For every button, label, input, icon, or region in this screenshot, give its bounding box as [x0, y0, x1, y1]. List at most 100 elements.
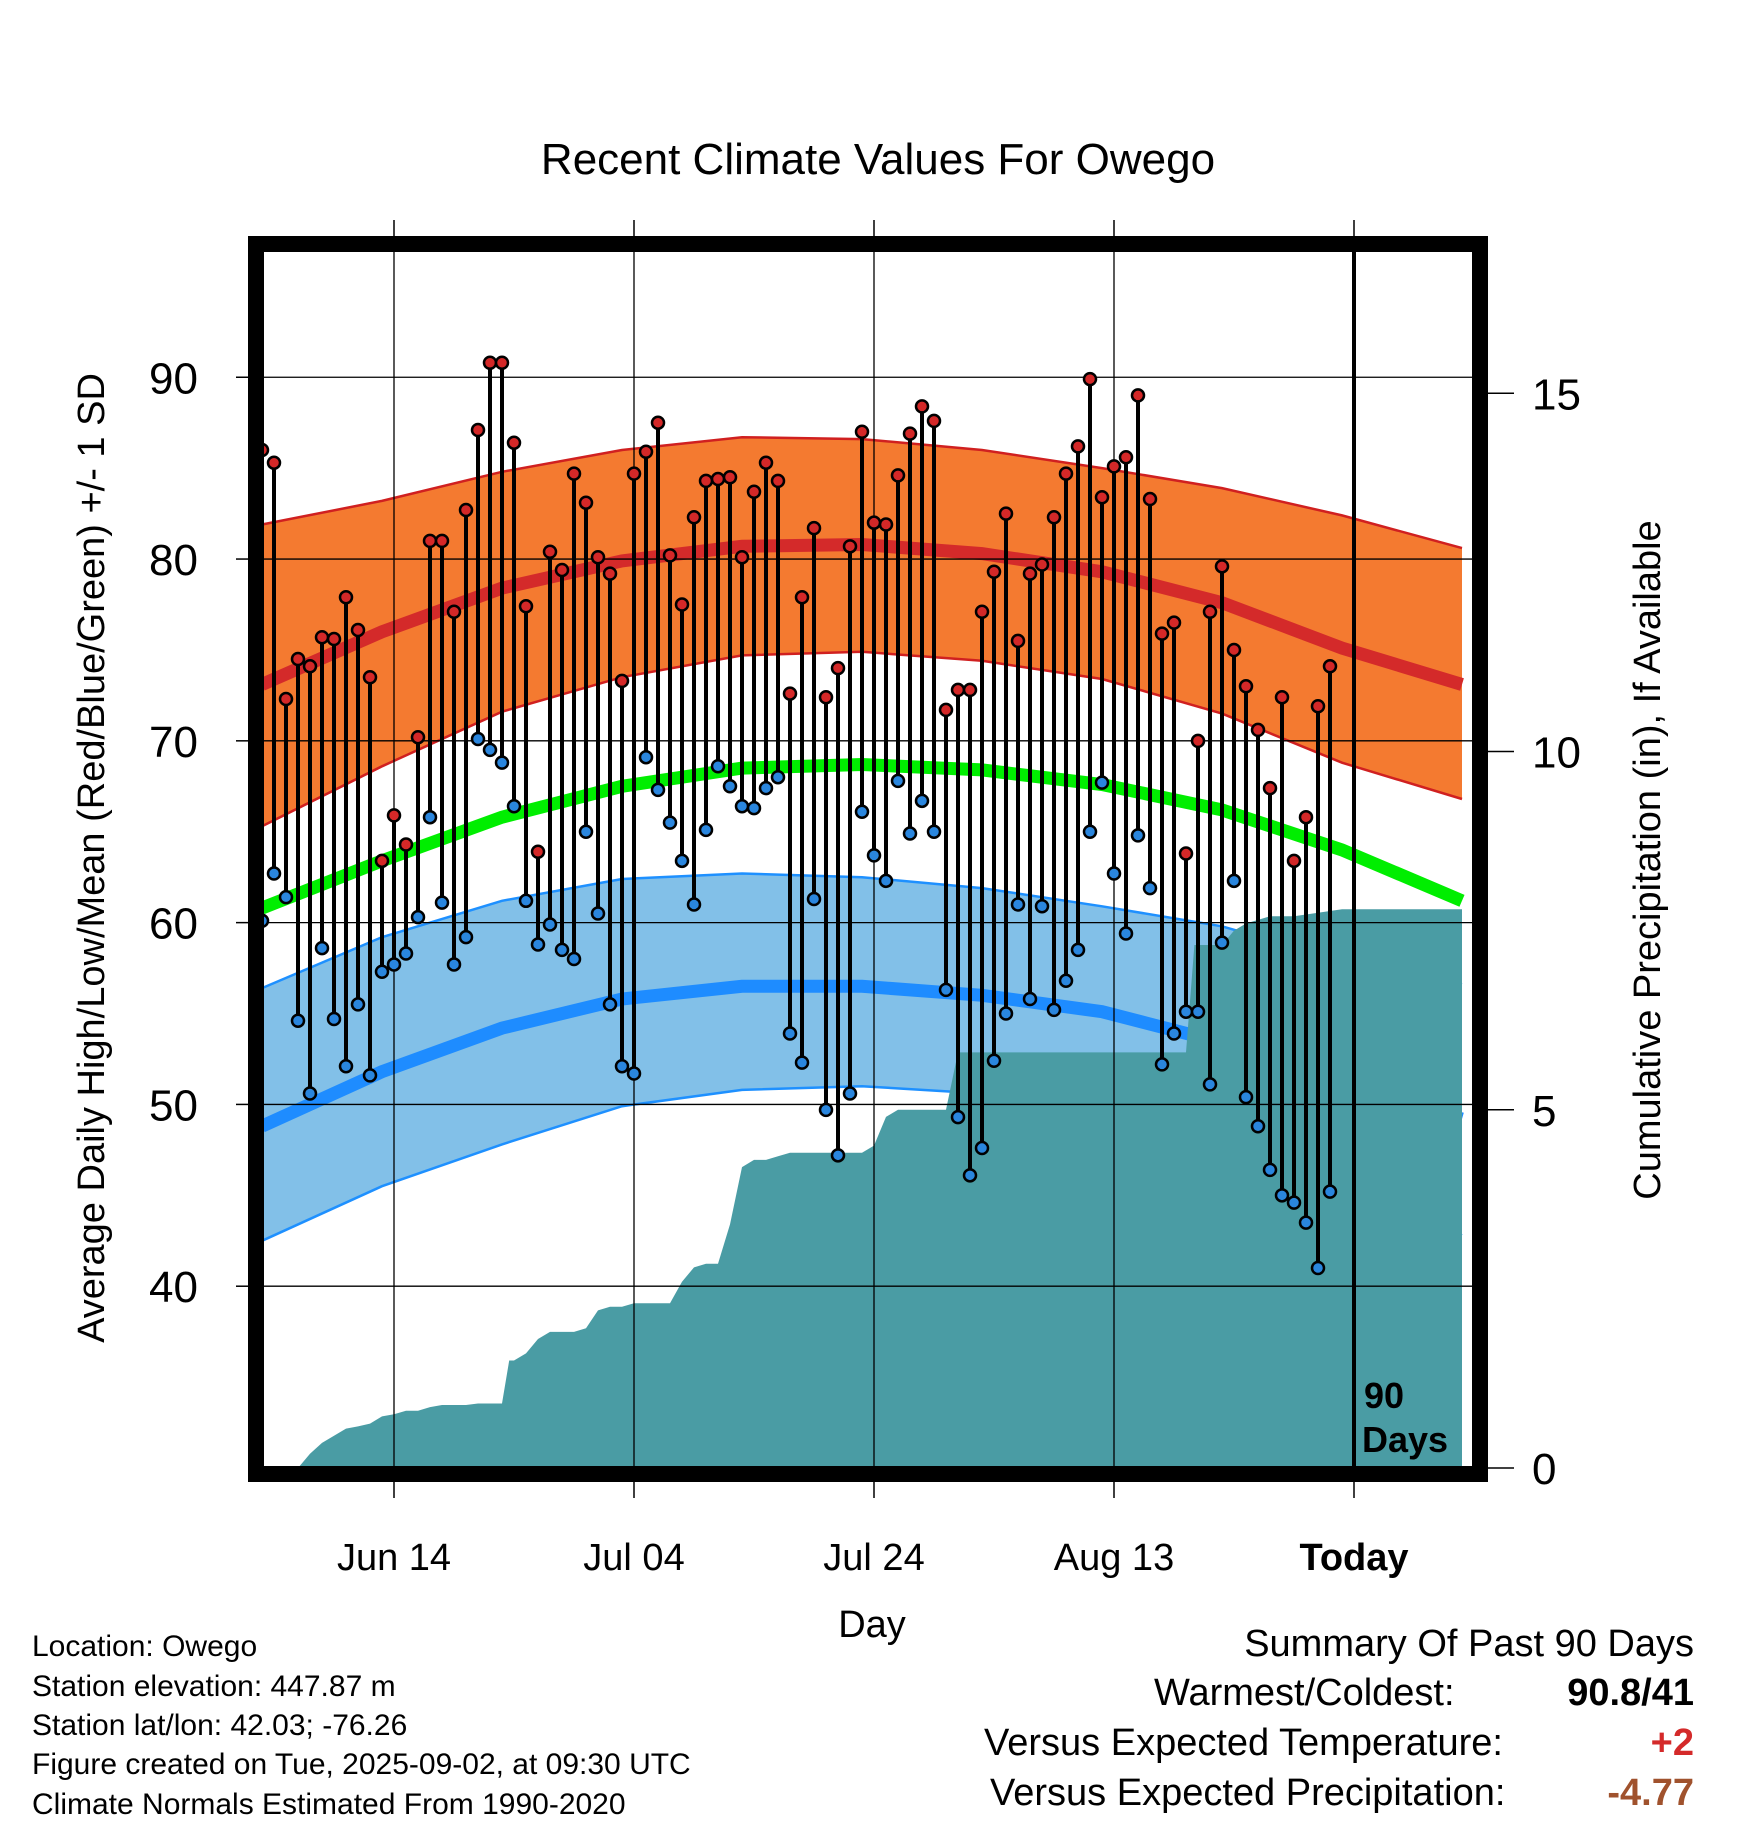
daily-high-point [890, 468, 906, 483]
daily-low-point [350, 997, 366, 1012]
x-tick-label: Jul 04 [583, 1537, 684, 1579]
daily-low-point [734, 799, 750, 814]
daily-high-point [926, 413, 942, 429]
daily-high-point [746, 484, 762, 500]
daily-high-point [410, 729, 426, 745]
daily-low-point [1298, 1215, 1314, 1230]
daily-high-point [1034, 557, 1050, 572]
daily-high-point [1022, 566, 1038, 581]
daily-high-point [518, 599, 534, 614]
daily-low-point [830, 1148, 846, 1163]
daily-high-point [638, 444, 654, 460]
summary-warmest-coldest: Warmest/Coldest: 90.8/41 [1154, 1672, 1694, 1718]
daily-high-point [782, 686, 798, 701]
info-location: Location: Owego [32, 1630, 258, 1663]
precip-area [262, 909, 1462, 1468]
daily-high-point [674, 597, 690, 612]
daily-low-point [1322, 1184, 1338, 1199]
daily-low-point [1046, 1002, 1062, 1018]
daily-low-point [794, 1055, 810, 1070]
daily-low-point [1130, 828, 1146, 843]
daily-high-point [710, 471, 726, 487]
summary-title: Summary Of Past 90 Days [1244, 1623, 1694, 1665]
daily-high-point [998, 506, 1014, 521]
daily-high-point [1058, 466, 1074, 481]
daily-high-point [698, 473, 714, 489]
daily-high-point [290, 651, 306, 667]
y2-tick-label: 5 [1532, 1087, 1556, 1136]
daily-high-point [398, 837, 414, 852]
daily-low-point [554, 942, 570, 958]
daily-high-point [1310, 699, 1326, 714]
today-days-label: Days [1362, 1419, 1448, 1460]
daily-low-point [1190, 1004, 1206, 1019]
daily-low-point [1142, 880, 1158, 896]
daily-low-point [398, 946, 414, 961]
daily-low-point [962, 1168, 978, 1183]
daily-high-point [458, 502, 474, 518]
daily-high-point [1298, 809, 1314, 825]
daily-high-point [314, 629, 330, 645]
daily-high-point [530, 844, 546, 859]
daily-low-point [446, 957, 462, 972]
daily-high-point [842, 539, 858, 554]
daily-high-point [878, 517, 894, 532]
daily-high-point [722, 469, 738, 485]
daily-high-point [338, 589, 354, 605]
daily-low-point [578, 824, 594, 839]
y-axis-label: Average Daily High/Low/Mean (Red/Blue/Gr… [71, 373, 113, 1343]
daily-low-point [602, 997, 618, 1012]
daily-high-point [446, 604, 462, 620]
daily-low-point [1082, 824, 1098, 839]
daily-low-point [1250, 1118, 1266, 1134]
daily-high-point [866, 515, 882, 530]
daily-low-point [1166, 1026, 1182, 1041]
daily-low-point [662, 815, 678, 830]
daily-high-point [854, 424, 870, 440]
daily-low-point [1058, 973, 1074, 989]
daily-low-point [1034, 899, 1050, 914]
daily-low-point [1214, 935, 1230, 950]
y-tick-label: 60 [149, 900, 198, 949]
daily-high-point [1250, 722, 1266, 738]
daily-high-point [1322, 659, 1338, 674]
precip-label: Versus Expected Precipitation: [990, 1772, 1506, 1814]
daily-high-point [566, 466, 582, 481]
daily-low-point [782, 1026, 798, 1041]
daily-low-point [686, 897, 702, 912]
daily-high-point [1070, 439, 1086, 454]
temp-label: Versus Expected Temperature: [984, 1722, 1503, 1764]
daily-high-point [1274, 689, 1290, 705]
daily-high-point [482, 355, 498, 370]
daily-low-point [866, 848, 882, 863]
daily-low-point [386, 957, 402, 972]
daily-high-point [1178, 846, 1194, 861]
daily-low-point [326, 1011, 342, 1027]
daily-high-point [326, 631, 342, 647]
daily-high-point [578, 495, 594, 510]
daily-low-point [986, 1053, 1002, 1069]
daily-low-point [926, 824, 942, 839]
daily-low-point [1118, 926, 1134, 941]
daily-high-point [650, 415, 666, 430]
daily-low-point [1310, 1260, 1326, 1276]
info-normals: Climate Normals Estimated From 1990-2020 [32, 1788, 626, 1821]
daily-high-point [602, 566, 618, 581]
y2-tick-label: 15 [1532, 370, 1581, 419]
daily-high-point [626, 466, 642, 481]
daily-low-point [590, 906, 606, 921]
daily-high-point [386, 808, 402, 823]
daily-low-point [1226, 873, 1242, 889]
daily-high-point [494, 355, 510, 370]
daily-low-point [806, 891, 822, 907]
daily-low-point [278, 889, 294, 905]
daily-low-point [614, 1058, 630, 1074]
daily-low-point [374, 964, 390, 979]
daily-high-point [590, 549, 606, 565]
daily-high-point [914, 399, 930, 414]
daily-high-point [986, 564, 1002, 580]
precip-value: -4.77 [1607, 1772, 1694, 1814]
daily-high-point [554, 562, 570, 578]
warmest-coldest-value: 90.8/41 [1567, 1672, 1694, 1714]
